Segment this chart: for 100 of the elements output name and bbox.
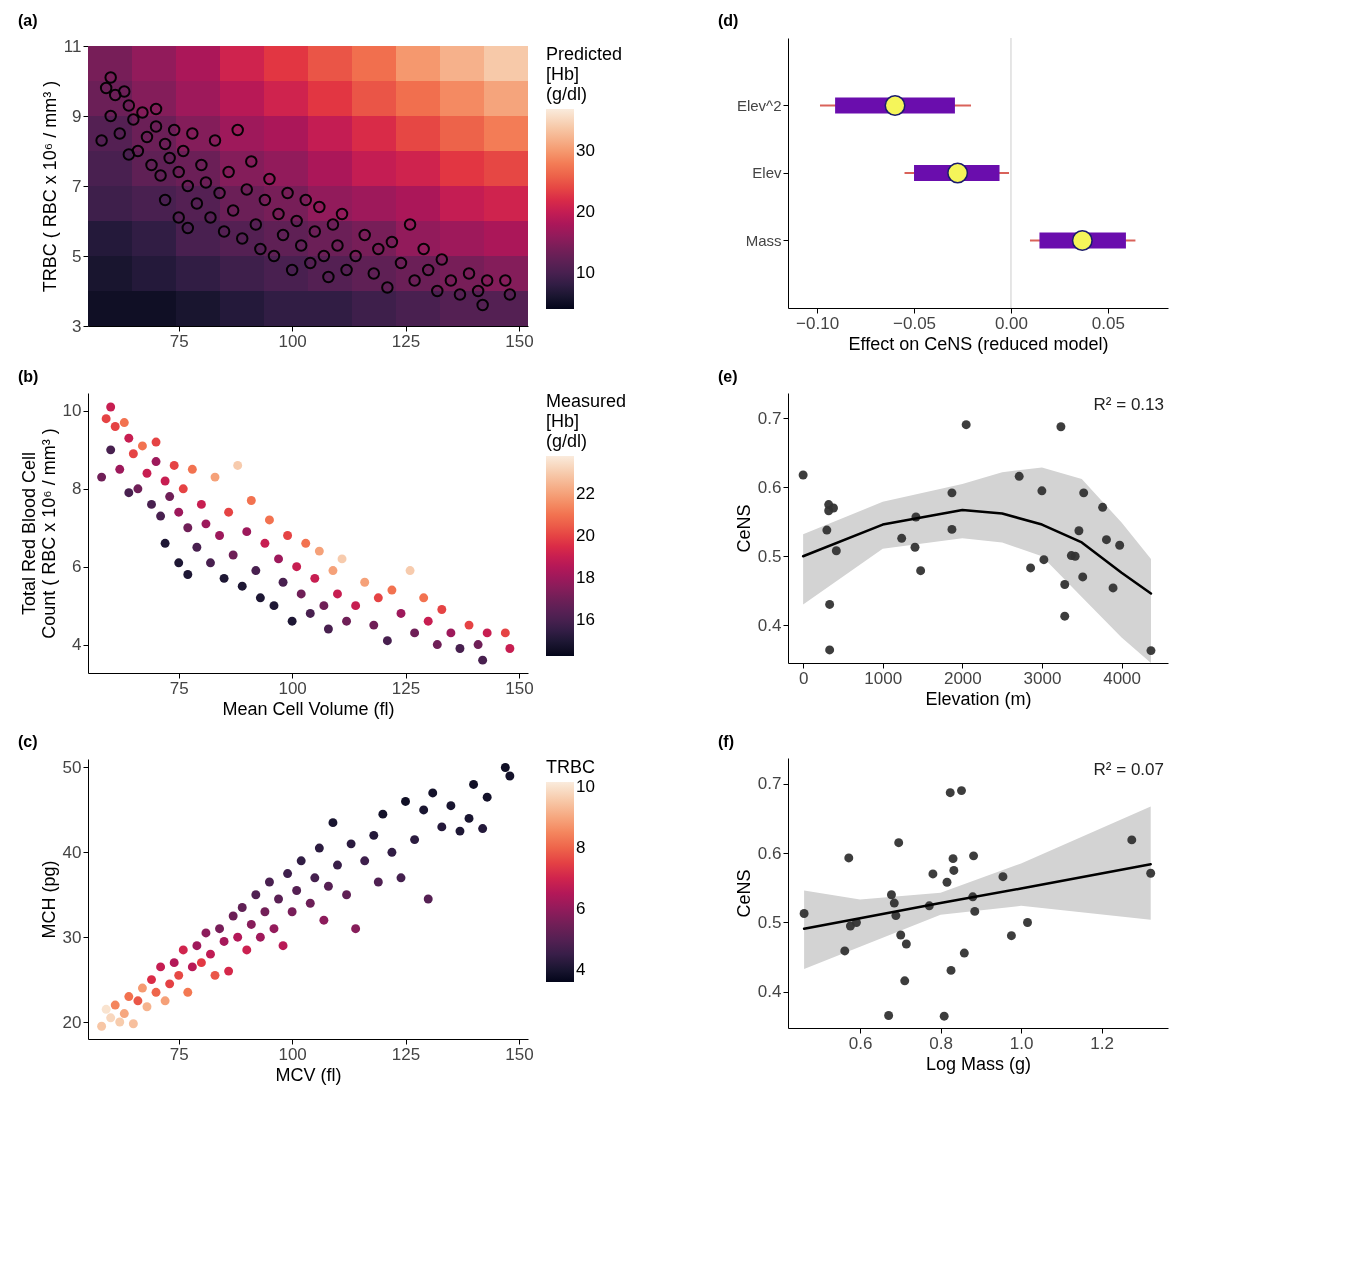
y-tick-label: 50 <box>62 757 82 777</box>
y-tick-label: 0.4 <box>757 982 782 1002</box>
point <box>1127 835 1137 845</box>
point <box>828 503 838 513</box>
y-tick-label: 10 <box>62 401 82 421</box>
point <box>1023 918 1032 927</box>
point <box>946 965 956 975</box>
y-axis-title: TRBC ( RBC x 10⁶ / mm³ ) <box>39 80 60 293</box>
color-bar-label: 30 <box>576 141 595 161</box>
x-tick-label: 1000 <box>864 668 903 688</box>
point <box>1039 555 1049 565</box>
y-tick-label: 40 <box>62 842 82 862</box>
x-tick-label: 150 <box>505 678 534 698</box>
x-tick-label: −0.05 <box>893 313 937 333</box>
annotation: R² = 0.13 <box>1093 395 1164 414</box>
chart-title: (b) <box>18 368 39 385</box>
point <box>1037 486 1047 496</box>
y-tick-label: 7 <box>72 176 82 196</box>
line-series <box>802 862 1152 930</box>
point <box>798 470 808 480</box>
x-tick-label: 0.8 <box>929 1033 953 1053</box>
y-tick-label: 0.5 <box>757 546 782 566</box>
point <box>1060 580 1070 589</box>
point <box>948 854 958 864</box>
color-bar-label: 20 <box>576 526 595 545</box>
chart-title: (d) <box>718 12 739 30</box>
y-tick-label: 0.7 <box>757 774 782 794</box>
point <box>1070 551 1080 561</box>
y-axis-title: Total Red Blood Cell Count ( RBC x 10⁶ / mm³ ) <box>18 428 59 639</box>
x-tick-label: 75 <box>169 1044 189 1064</box>
point <box>942 877 952 887</box>
x-axis-title: MCV (fl) <box>275 1064 342 1085</box>
line-series <box>801 508 1153 595</box>
point <box>799 909 809 918</box>
annotation: R² = 0.07 <box>1093 760 1164 779</box>
color-bar-label: 18 <box>576 568 595 588</box>
y-tick-label: 6 <box>72 557 82 577</box>
point <box>1074 526 1084 536</box>
chart-title: (f) <box>718 733 734 750</box>
point <box>939 1011 949 1021</box>
point <box>945 788 955 798</box>
y-tick-label: Elev <box>752 164 782 181</box>
x-axis-title: Effect on CeNS (reduced model) <box>848 333 1109 354</box>
point <box>896 930 906 940</box>
point <box>825 599 835 609</box>
x-tick-label: 0 <box>798 668 809 688</box>
y-tick-label: 20 <box>62 1012 82 1032</box>
x-tick-label: 0.6 <box>848 1033 873 1053</box>
x-tick-label: 2000 <box>943 668 982 688</box>
y-tick-label: 30 <box>62 927 82 947</box>
y-tick-label: 9 <box>72 106 82 126</box>
y-tick-label: 5 <box>72 246 82 266</box>
x-axis-title: Mean Cell Volume (fl) <box>222 698 395 719</box>
point <box>844 853 854 863</box>
point <box>894 838 904 848</box>
x-tick-label: 75 <box>169 678 189 698</box>
color-bar-label: 16 <box>576 610 595 630</box>
point <box>1101 535 1111 545</box>
point <box>998 872 1008 882</box>
point <box>897 533 907 543</box>
point <box>1108 583 1118 593</box>
point <box>1079 488 1089 498</box>
x-tick-label: 4000 <box>1103 668 1141 688</box>
point <box>822 525 832 535</box>
point <box>928 869 938 879</box>
x-tick-label: 3000 <box>1023 668 1062 688</box>
point <box>1056 422 1066 432</box>
point <box>969 851 979 861</box>
color-bar-label: 8 <box>576 837 586 857</box>
point <box>1078 572 1088 582</box>
x-tick-label: 100 <box>278 1044 307 1064</box>
point <box>959 948 969 958</box>
y-tick-label: 0.4 <box>757 615 782 635</box>
x-tick-label: −0.10 <box>796 313 840 333</box>
point <box>1006 931 1016 941</box>
y-axis-title: CeNS <box>733 504 754 553</box>
point <box>916 566 926 576</box>
x-tick-label: 100 <box>278 678 307 698</box>
color-bar-label: 4 <box>576 959 586 979</box>
x-tick-label: 1.0 <box>1009 1033 1034 1053</box>
x-tick-label: 125 <box>391 331 421 351</box>
point <box>900 976 910 986</box>
point <box>1060 611 1070 621</box>
color-bar-label: 20 <box>576 202 595 222</box>
point <box>949 865 959 875</box>
color-bar-title: Measured [Hb] (g/dl) <box>546 391 627 451</box>
color-bar-label: 10 <box>576 262 595 282</box>
point <box>1146 868 1156 878</box>
color-bar-label: 10 <box>576 776 595 796</box>
x-axis-title: Log Mass (g) <box>925 1053 1032 1074</box>
y-axis-title: MCH (pg) <box>38 860 59 939</box>
color-bar-title: TRBC <box>546 757 595 777</box>
x-tick-label: 0.00 <box>994 313 1029 333</box>
x-tick-label: 0.05 <box>1091 313 1125 333</box>
point <box>1115 540 1125 550</box>
x-tick-label: 150 <box>505 1044 534 1064</box>
point <box>910 542 920 552</box>
point <box>1146 646 1156 656</box>
color-bar-title: Predicted [Hb] (g/dl) <box>546 44 623 104</box>
y-tick-label: 0.7 <box>757 408 782 428</box>
